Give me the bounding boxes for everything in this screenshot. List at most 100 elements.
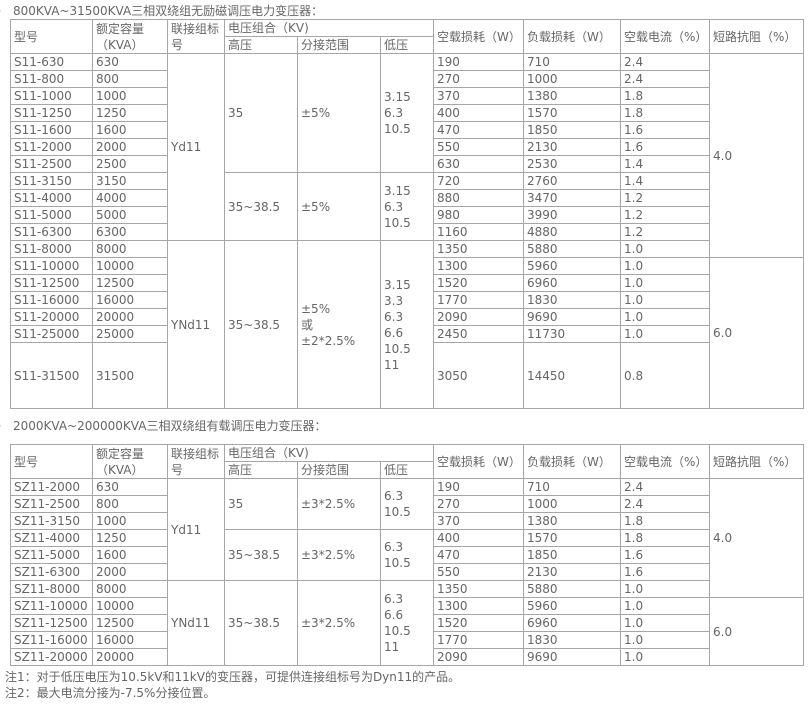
table-cell: SZ11-20000 <box>10 648 93 666</box>
header-cell: 额定容量（KVA） <box>92 444 168 479</box>
table-cell: 20000 <box>92 648 168 666</box>
table-cell: 1000 <box>523 495 621 513</box>
table-cell: ±5% <box>297 53 381 173</box>
table-cell: 400 <box>433 104 524 122</box>
table-row: SZ11-2000 630 Yd11 35 ±3*2.5% 6.3 10.5 190 710 2… <box>10 478 804 598</box>
table-cell: ±5% <box>297 172 381 241</box>
table-cell: 630 <box>433 155 524 173</box>
table-cell: S11-10000 <box>10 257 93 275</box>
table-cell: SZ11-8000 <box>10 580 93 598</box>
table-cell: 6.0 <box>709 597 804 666</box>
table-cell: Yd11 <box>167 53 225 241</box>
table-cell: 800 <box>92 70 168 88</box>
table-cell: 1770 <box>433 631 524 649</box>
table-cell: ±5% 或 ±2*2.5% <box>297 240 381 409</box>
header-cell: 空载电流（%） <box>620 444 710 479</box>
table-cell: 1350 <box>433 240 524 258</box>
table-cell: 1000 <box>92 87 168 105</box>
table-row: S11-1600 1600 470 1850 1.6 <box>10 121 804 139</box>
table-cell: 1.0 <box>620 580 710 598</box>
table-cell: S11-1000 <box>10 87 93 105</box>
table-cell: 470 <box>433 121 524 139</box>
table-cell: 720 <box>433 172 524 190</box>
table-cell: SZ11-2000 <box>10 478 93 496</box>
table-cell: 3990 <box>523 206 621 224</box>
table-cell: ±3*2.5% <box>297 529 381 581</box>
table-cell: 6960 <box>523 614 621 632</box>
table-cell: YNd11 <box>167 580 225 666</box>
table-row: SZ11-20000 20000 2090 9690 1.0 <box>10 648 804 666</box>
table-cell: 1.8 <box>620 529 710 547</box>
table-cell: 1000 <box>92 512 168 530</box>
table-cell: 1600 <box>92 121 168 139</box>
table-cell: 3.15 3.3 6.3 6.6 10.5 11 <box>380 240 434 409</box>
header-cell: 短路抗阻（%） <box>709 19 804 54</box>
table-cell: 3050 <box>433 342 524 409</box>
table-cell: S11-4000 <box>10 189 93 207</box>
table-cell: 1600 <box>92 546 168 564</box>
table-cell: 16000 <box>92 291 168 309</box>
table-cell: SZ11-16000 <box>10 631 93 649</box>
table-cell: 2000 <box>92 138 168 156</box>
table1-title-text: 800KVA~31500KVA三相双绕组无励磁调压电力变压器： <box>13 4 324 18</box>
table-cell: 1830 <box>523 631 621 649</box>
table-cell: 1350 <box>433 580 524 598</box>
table-cell: ±3*2.5% <box>297 580 381 666</box>
table-cell: 1250 <box>92 104 168 122</box>
table-cell: 9690 <box>523 648 621 666</box>
header-cell: 分接范围 <box>297 461 381 479</box>
table-cell: 2.4 <box>620 70 710 88</box>
table-cell: S11-2500 <box>10 155 93 173</box>
table-cell: 5960 <box>523 597 621 615</box>
table-row: SZ11-8000 8000 YNd11 35~38.5 ±3*2.5% 6.3 6.6 … <box>10 580 804 666</box>
header-cell: 分接范围 <box>297 36 381 54</box>
table-cell: 5960 <box>523 257 621 275</box>
table-cell: S11-12500 <box>10 274 93 292</box>
table-cell: 1.0 <box>620 291 710 309</box>
table-cell: 35 <box>224 53 298 173</box>
table1-title: › 800KVA~31500KVA三相双绕组无励磁调压电力变压器： <box>0 0 812 19</box>
table-cell: 710 <box>523 53 621 71</box>
table-cell: 1.8 <box>620 104 710 122</box>
table-cell: 1.4 <box>620 155 710 173</box>
table-row: S11-31500 31500 3050 14450 0.8 <box>10 342 804 409</box>
table-cell: 1520 <box>433 274 524 292</box>
table-row: S11-8000 8000 YNd11 35~38.5 ±5% 或 ±2*2.5% 3.1… <box>10 240 804 409</box>
table-cell: 1.6 <box>620 121 710 139</box>
table-cell: 1830 <box>523 291 621 309</box>
header-cell: 空载电流（%） <box>620 19 710 54</box>
header-cell: 低压 <box>380 461 434 479</box>
table-cell: 6300 <box>92 223 168 241</box>
table-cell: 1.2 <box>620 223 710 241</box>
table-cell: 4.0 <box>709 53 804 258</box>
table-cell: 1.4 <box>620 172 710 190</box>
table-cell: 31500 <box>92 342 168 409</box>
table-row: SZ11-12500 12500 1520 6960 1.0 <box>10 614 804 632</box>
table-cell: 1850 <box>523 121 621 139</box>
header-cell: 短路抗阻（%） <box>709 444 804 479</box>
table-cell: 14450 <box>523 342 621 409</box>
header-cell: 高压 <box>224 461 298 479</box>
table-cell: 1850 <box>523 546 621 564</box>
table-cell: 270 <box>433 495 524 513</box>
header-cell: 空载损耗（W） <box>433 19 524 54</box>
table-cell: 2760 <box>523 172 621 190</box>
table-cell: Yd11 <box>167 478 225 581</box>
table-row: SZ11-10000 10000 1300 5960 1.0 6.0 <box>10 597 804 666</box>
transformer-spec-table-2: 型号 额定容量（KVA） 联接组标号 电压组合（KV) 空载损耗（W） 负载损耗（W） 空载… <box>10 444 804 666</box>
table-cell: YNd11 <box>167 240 225 409</box>
table-cell: 1.2 <box>620 189 710 207</box>
transformer-spec-table-1: 型号 额定容量（KVA） 联接组标号 电压组合（KV) 空载损耗（W） 负载损耗（W） 空载… <box>10 19 804 409</box>
table-cell: 710 <box>523 478 621 496</box>
table-cell: ±3*2.5% <box>297 478 381 530</box>
table-cell: 1520 <box>433 614 524 632</box>
table-cell: 10000 <box>92 257 168 275</box>
table-cell: SZ11-4000 <box>10 529 93 547</box>
table-cell: SZ11-5000 <box>10 546 93 564</box>
header-row: 型号 额定容量（KVA） 联接组标号 电压组合（KV) 空载损耗（W） 负载损耗（W） 空载… <box>10 444 804 479</box>
table-cell: 1570 <box>523 104 621 122</box>
table-cell: 20000 <box>92 308 168 326</box>
table-cell: 0.8 <box>620 342 710 409</box>
table-row: S11-4000 4000 880 3470 1.2 <box>10 189 804 207</box>
